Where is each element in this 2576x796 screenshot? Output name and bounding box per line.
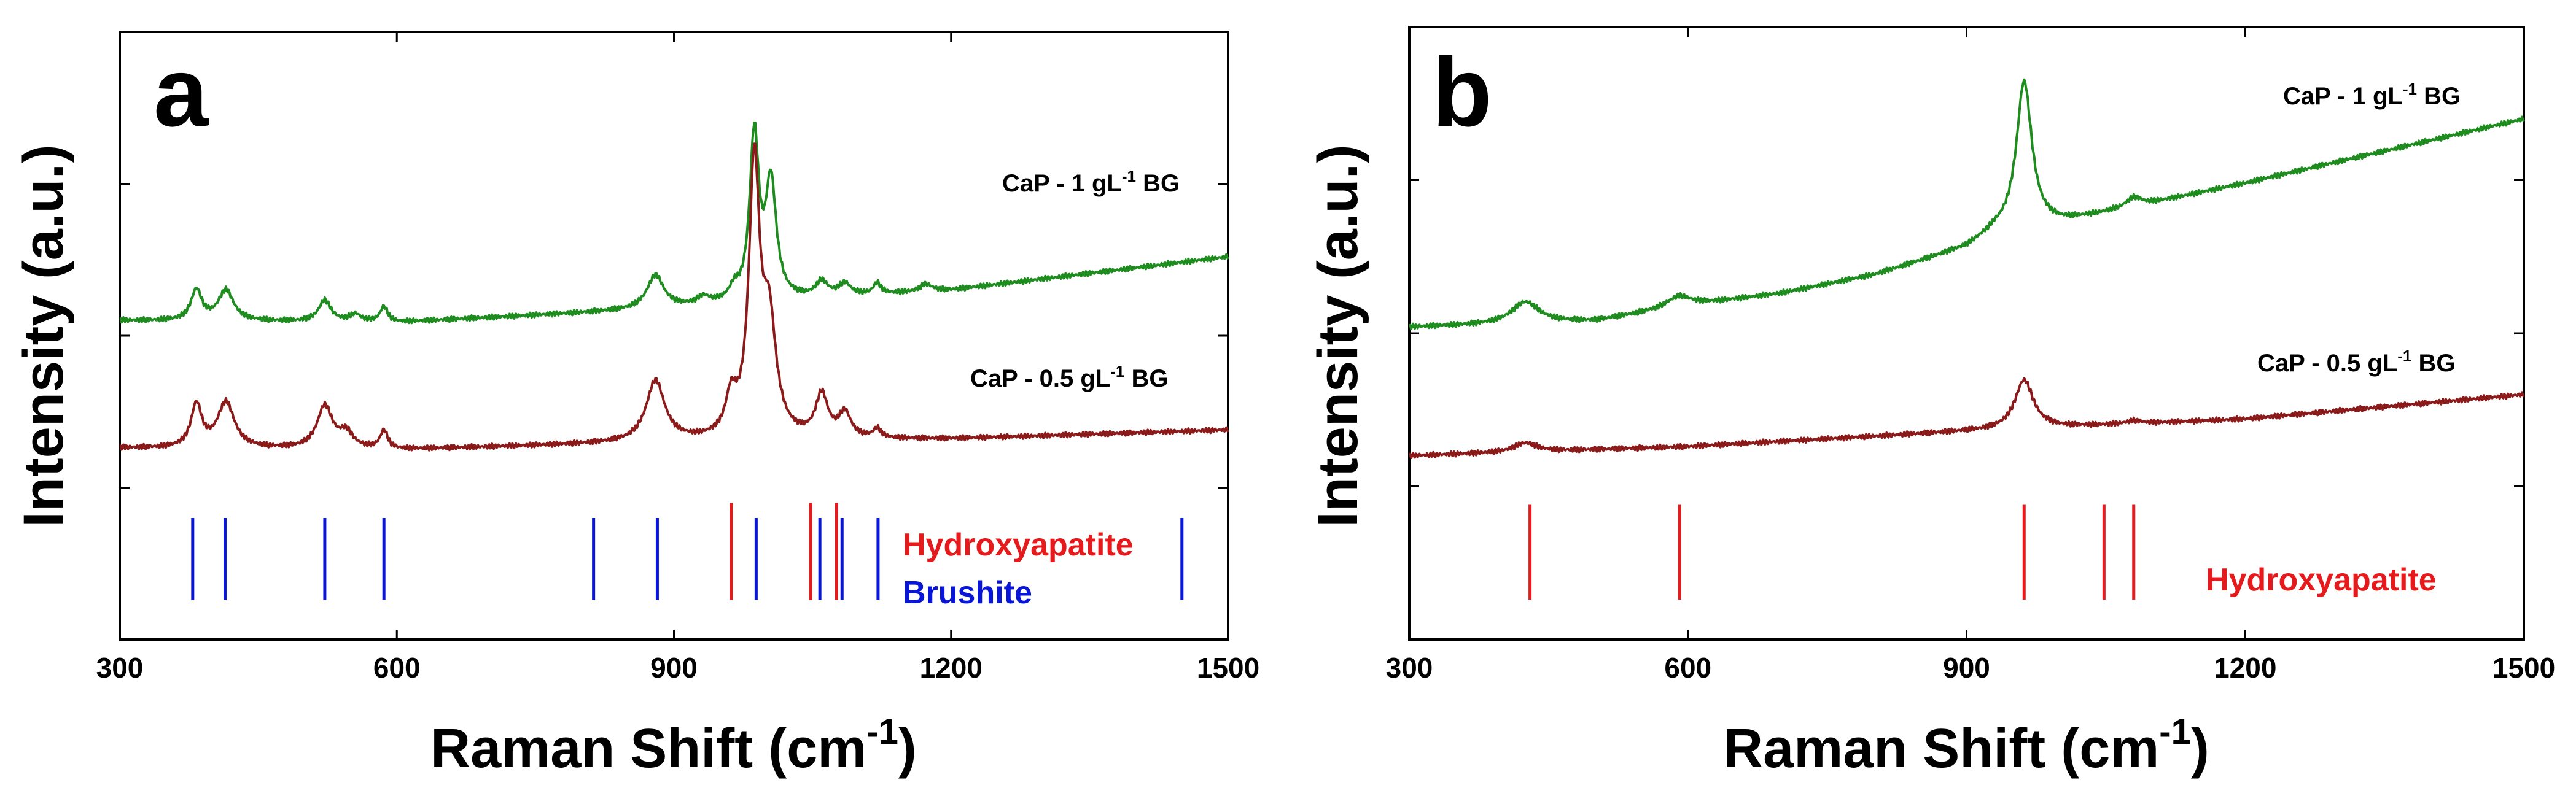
panel-b-reference-lines (1528, 504, 2136, 600)
panel-a-letter: a (154, 37, 209, 147)
panel-b-series (1409, 78, 2525, 460)
panel-b-series-label-1: CaP - 1 gL-1 BG (2283, 80, 2461, 110)
panel-a-x-axis-label: Raman Shift (cm-1) (430, 712, 917, 779)
panel-b-spectrum-1gL-bg (1409, 78, 2525, 330)
panel-a-x-tick-label: 900 (650, 652, 698, 684)
panel-a-y-axis-label: Intensity (a.u.) (12, 144, 75, 527)
panel-b-legend-hydroxyapatite: Hydroxyapatite (2206, 562, 2437, 598)
panel-a-ticks: 300 600 900 1200 1500 (96, 32, 1259, 684)
panel-b-spectrum-0p5gL-bg (1409, 377, 2525, 460)
panel-b-x-tick-label: 900 (1943, 652, 1990, 684)
panel-a-series-label-1: CaP - 1 gL-1 BG (1002, 167, 1180, 197)
panel-b-series-label-2: CaP - 0.5 gL-1 BG (2257, 347, 2455, 377)
panel-b-x-tick-label: 1500 (2492, 652, 2555, 684)
panel-b: 300 600 900 1200 1500 b CaP - 1 gL-1 BG CaP … (1307, 26, 2555, 779)
panel-a-x-tick-label: 600 (373, 652, 421, 684)
panel-b-x-axis-label: Raman Shift (cm-1) (1723, 712, 2209, 779)
panel-a-spectrum-0p5gL-bg (119, 142, 1229, 452)
panel-a-x-tick-label: 300 (96, 652, 144, 684)
panel-b-x-tick-label: 300 (1386, 652, 1433, 684)
panel-a-series-label-2: CaP - 0.5 gL-1 BG (970, 362, 1168, 392)
panel-a-legend-hydroxyapatite: Hydroxyapatite (903, 527, 1134, 563)
panel-b-x-tick-label: 600 (1664, 652, 1711, 684)
panel-a-legend-brushite: Brushite (903, 575, 1032, 611)
panel-a-x-tick-label: 1500 (1197, 652, 1259, 684)
panel-a-x-tick-label: 1200 (920, 652, 983, 684)
panel-b-ticks: 300 600 900 1200 1500 (1386, 27, 2555, 684)
panel-b-letter: b (1432, 37, 1492, 147)
panel-b-y-axis-label: Intensity (a.u.) (1307, 144, 1369, 527)
panel-a-reference-lines (191, 503, 1184, 600)
panel-b-frame (1408, 26, 2525, 641)
panel-b-x-tick-label: 1200 (2214, 652, 2276, 684)
panel-a-spectrum-1gL-bg (119, 122, 1229, 325)
panel-a: 300 600 900 1200 1500 a CaP - 1 gL-1 BG CaP … (12, 31, 1259, 779)
panel-a-series (119, 122, 1229, 452)
